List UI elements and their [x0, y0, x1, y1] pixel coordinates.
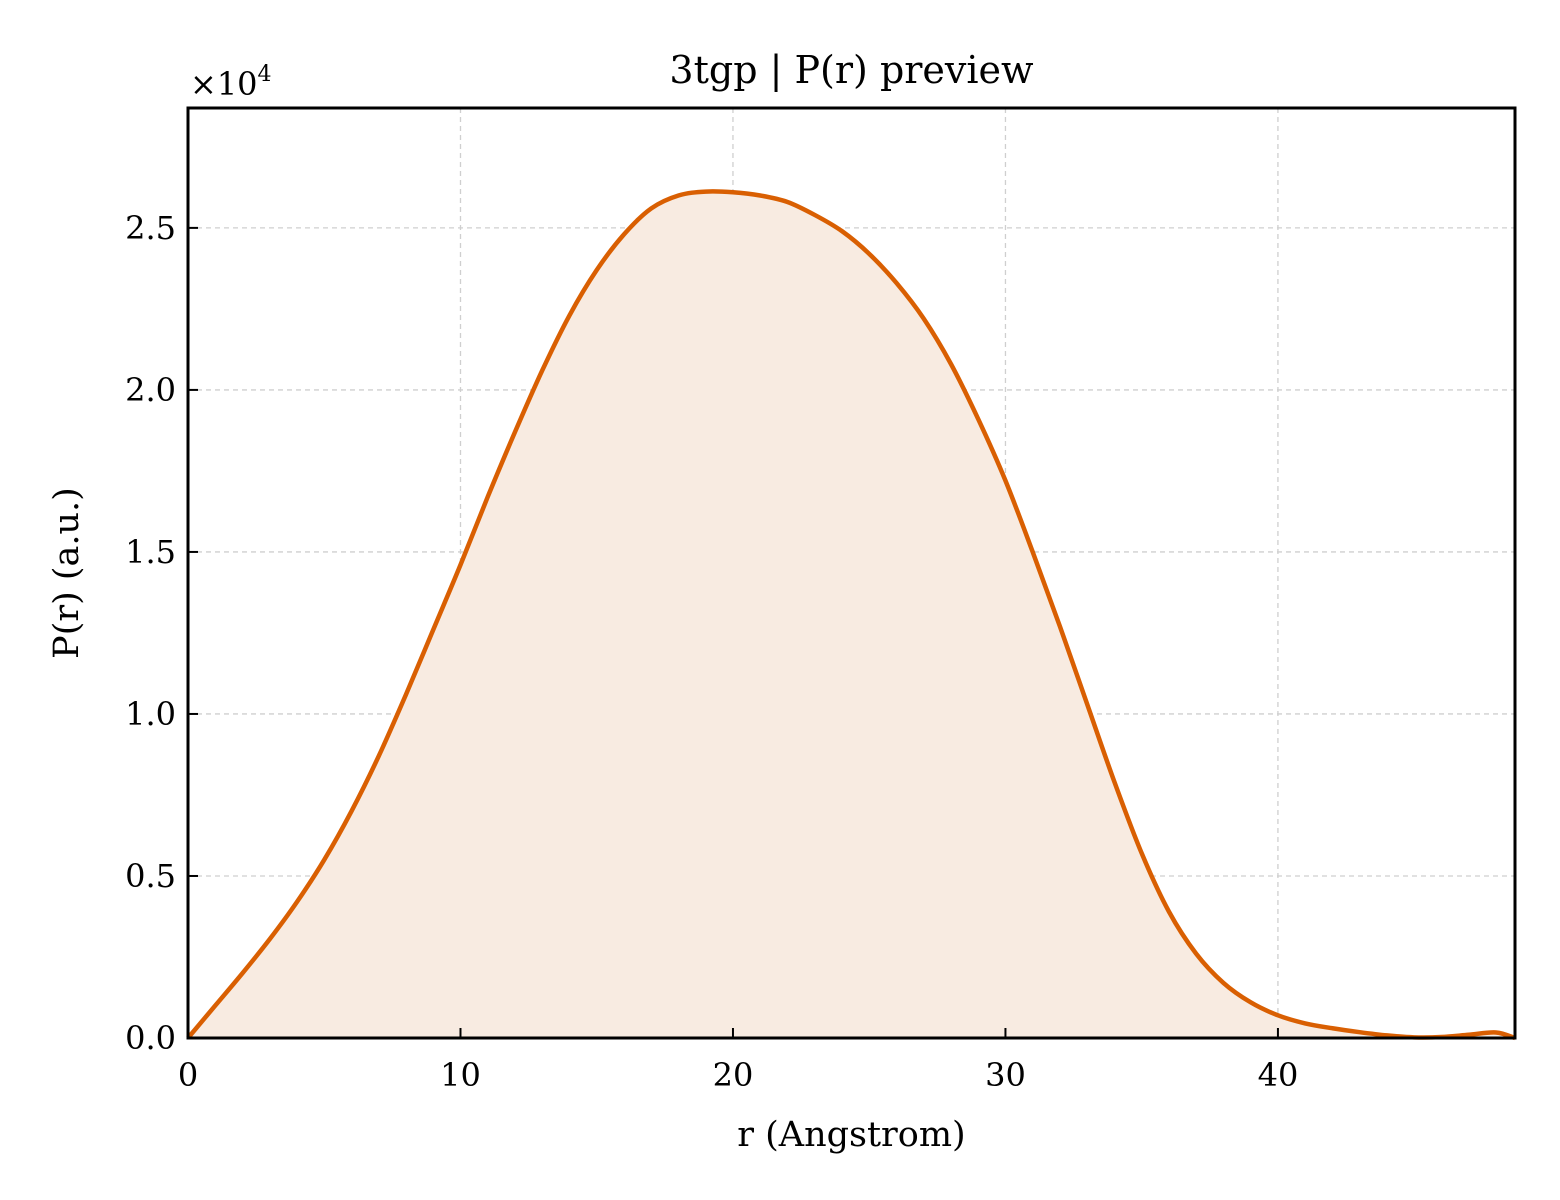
chart-title: 3tgp | P(r) preview — [669, 48, 1034, 92]
y-multiplier-exponent: 4 — [258, 62, 272, 87]
y-tick-label: 1.0 — [125, 695, 176, 733]
x-tick-label: 30 — [985, 1056, 1026, 1094]
y-multiplier-base: ×10 — [190, 65, 258, 103]
y-tick-label: 0.0 — [125, 1019, 176, 1057]
y-axis-label: P(r) (a.u.) — [47, 487, 87, 659]
x-tick-label: 40 — [1258, 1056, 1299, 1094]
x-axis-label: r (Angstrom) — [737, 1115, 965, 1155]
pr-area-fill — [188, 191, 1515, 1038]
plot-frame — [186, 106, 1517, 1040]
ticks-layer: 0 10 20 30 40 0.0 0.5 1.0 1.5 2.0 2.5 — [125, 209, 1298, 1094]
pr-series-line — [186, 189, 1516, 1041]
x-tick-label: 10 — [440, 1056, 481, 1094]
y-tick-label: 0.5 — [125, 857, 176, 895]
x-tick-label: 20 — [713, 1056, 754, 1094]
y-tick-label: 1.5 — [125, 533, 176, 571]
y-tick-label: 2.5 — [125, 209, 176, 247]
y-tick-label: 2.0 — [125, 371, 176, 409]
x-tick-label: 0 — [178, 1056, 198, 1094]
y-axis-multiplier: ×104 — [190, 62, 272, 103]
